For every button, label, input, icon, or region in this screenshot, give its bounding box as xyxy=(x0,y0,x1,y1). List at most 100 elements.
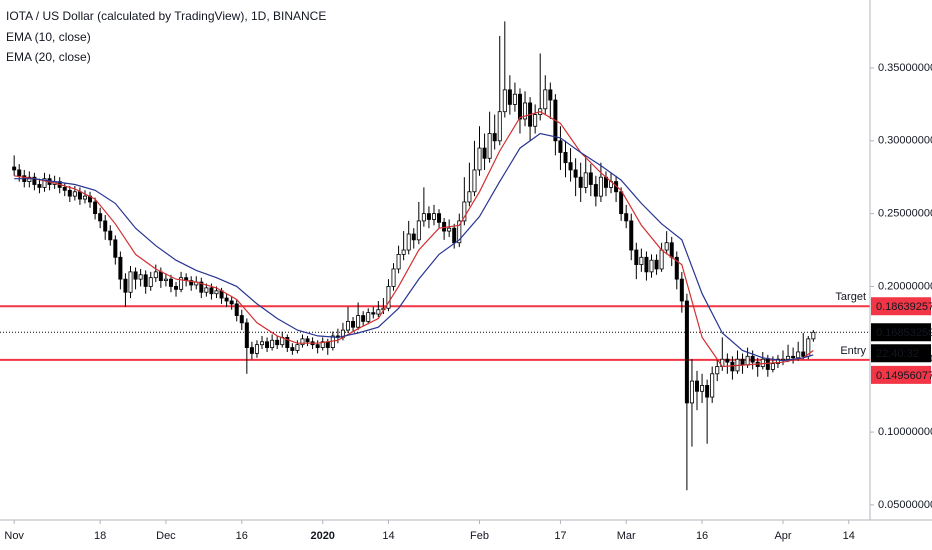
candle-body xyxy=(583,172,588,188)
candle-body xyxy=(796,351,801,359)
candle-body xyxy=(811,331,816,340)
candle-body xyxy=(401,249,406,255)
candle-body xyxy=(791,355,796,359)
candle-body xyxy=(457,220,462,244)
x-tick-label: 14 xyxy=(843,530,855,542)
candle-body xyxy=(77,191,82,200)
candle-body xyxy=(260,341,265,346)
x-tick-label: 16 xyxy=(236,530,248,542)
candle-body xyxy=(148,277,153,287)
candle-body xyxy=(624,213,629,222)
candle-body xyxy=(209,287,214,295)
candle-body xyxy=(447,227,452,232)
candle-body xyxy=(765,358,770,370)
candle-body xyxy=(523,102,528,120)
candle-body xyxy=(158,271,163,282)
countdown-box xyxy=(871,344,931,363)
last-price-box xyxy=(871,323,931,342)
candle-body xyxy=(477,147,482,171)
x-tick-label: 16 xyxy=(696,530,708,542)
candle-body xyxy=(558,140,563,153)
candle-body xyxy=(305,338,310,343)
candle-body xyxy=(103,220,108,232)
y-tick-label: 0.10000000 xyxy=(878,426,932,438)
candle-body xyxy=(689,380,694,404)
candle-body xyxy=(270,339,275,348)
candle-body xyxy=(644,256,649,273)
candle-body xyxy=(533,114,538,127)
level-name: Target xyxy=(835,291,866,303)
candle-body xyxy=(705,385,710,398)
x-tick-label: 17 xyxy=(554,530,566,542)
plot-area xyxy=(0,21,870,491)
candle-body xyxy=(224,297,229,302)
y-tick-label: 0.30000000 xyxy=(878,135,932,147)
candle-body xyxy=(568,162,573,171)
x-tick-label: Apr xyxy=(774,530,791,542)
candle-body xyxy=(234,303,239,316)
candle-body xyxy=(639,256,644,265)
entry-price-label: 0.14956077 xyxy=(876,370,932,382)
candle-body xyxy=(578,176,583,188)
candle-body xyxy=(320,341,325,348)
candle-body xyxy=(497,111,502,142)
candle-body xyxy=(487,133,492,159)
candle-body xyxy=(426,213,431,220)
candle-body xyxy=(179,277,184,290)
candle-body xyxy=(82,195,87,200)
candle-body xyxy=(17,169,22,177)
candle-body xyxy=(598,176,603,197)
candle-body xyxy=(249,347,254,354)
entry-price-box xyxy=(871,365,931,384)
candle-body xyxy=(548,89,553,101)
target-price-label: 0.18639257 xyxy=(876,301,932,313)
ema-line xyxy=(14,111,814,368)
candle-body xyxy=(492,133,497,142)
candle-body xyxy=(740,358,745,366)
candle-body xyxy=(138,274,143,280)
candle-body xyxy=(275,339,280,346)
candle-body xyxy=(108,230,113,241)
last-price-label: 0.16853259 xyxy=(876,327,932,339)
candle-body xyxy=(72,191,77,197)
candle-body xyxy=(700,385,705,392)
candle-body xyxy=(695,380,700,392)
candle-body xyxy=(770,363,775,370)
candle-body xyxy=(730,361,735,372)
candle-body xyxy=(174,286,179,290)
candle-body xyxy=(391,268,396,287)
candle-body xyxy=(416,220,421,241)
candle-body xyxy=(376,309,381,315)
candle-body xyxy=(396,253,401,270)
candle-body xyxy=(750,355,755,363)
y-tick-label: 0.20000000 xyxy=(878,280,932,292)
candle-body xyxy=(290,347,295,351)
candle-body xyxy=(725,358,730,363)
candle-body xyxy=(619,191,624,215)
candle-body xyxy=(431,213,436,220)
candle-body xyxy=(629,220,634,251)
candle-body xyxy=(123,278,128,293)
candle-body xyxy=(684,300,689,404)
candle-body xyxy=(32,176,37,185)
candle-body xyxy=(42,178,47,188)
candle-body xyxy=(189,280,194,286)
candle-body xyxy=(325,341,330,348)
candle-body xyxy=(543,89,548,110)
candle-body xyxy=(563,152,568,164)
candle-body xyxy=(775,358,780,365)
candle-body xyxy=(760,358,765,367)
level-name: Entry xyxy=(840,345,866,357)
candle-body xyxy=(295,344,300,351)
candle-body xyxy=(143,274,148,287)
candle-body xyxy=(634,249,639,265)
candle-body xyxy=(745,355,750,366)
x-tick-label: 2020 xyxy=(310,530,334,542)
candle-body xyxy=(168,278,173,287)
candle-body xyxy=(573,169,578,178)
candle-body xyxy=(502,89,507,113)
candle-body xyxy=(588,172,593,185)
candle-body xyxy=(371,312,376,315)
candle-body xyxy=(361,315,366,322)
